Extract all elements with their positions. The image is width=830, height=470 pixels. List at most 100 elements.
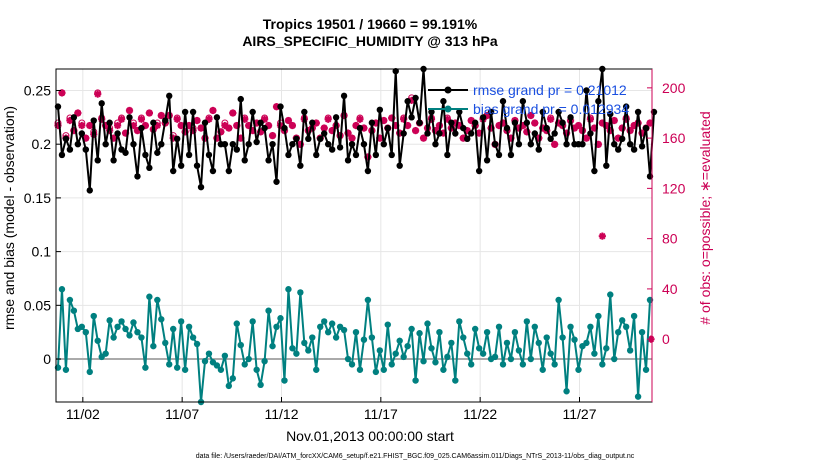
left-tick-label: 0.15 (24, 190, 51, 206)
data-point (412, 94, 419, 102)
data-point (622, 103, 630, 110)
data-point (281, 124, 288, 132)
left-tick-label: 0.2 (32, 136, 52, 152)
asterisk-stroke (352, 122, 360, 129)
data-point (66, 146, 74, 153)
data-point (444, 353, 451, 361)
data-point (499, 361, 507, 368)
data-point (372, 368, 380, 376)
asterisk-stroke (583, 134, 590, 142)
data-point (237, 341, 244, 349)
data-point (495, 323, 503, 331)
footer-data-file: data file: /Users/raeder/DAI/ATM_forcXX/… (196, 453, 635, 460)
data-point (587, 323, 594, 331)
data-point (150, 119, 157, 126)
data-point (66, 296, 74, 304)
obs-evaluated-marker (145, 109, 153, 117)
data-point (519, 361, 527, 368)
asterisk-stroke (209, 107, 217, 114)
asterisk-stroke (356, 116, 364, 123)
data-point (241, 361, 248, 368)
data-point (503, 339, 511, 347)
asterisk-stroke (348, 134, 356, 142)
data-point (388, 361, 395, 368)
asterisk-stroke (197, 124, 205, 132)
data-point (328, 146, 336, 153)
x-tick-label: 11/22 (463, 406, 497, 422)
asterisk-stroke (324, 116, 332, 123)
data-point (62, 366, 70, 373)
chart-subtitle: AIRS_SPECIFIC_HUMIDITY @ 313 hPa (242, 33, 498, 49)
data-point (205, 350, 213, 357)
data-point (356, 124, 364, 132)
obs-evaluated-marker (94, 90, 102, 98)
data-point (90, 312, 97, 320)
data-point (185, 323, 193, 331)
right-tick-label: 0 (662, 331, 670, 347)
data-point (317, 135, 324, 143)
data-point (86, 368, 93, 376)
data-point (464, 350, 471, 357)
data-point (70, 307, 78, 314)
data-point (515, 347, 523, 354)
data-point (551, 130, 558, 137)
asterisk-stroke (599, 232, 606, 240)
data-point (539, 108, 546, 116)
data-point (595, 312, 602, 320)
data-point (58, 151, 66, 159)
data-point (452, 130, 459, 137)
data-point (269, 140, 276, 148)
asterisk-stroke (78, 122, 86, 129)
data-point (527, 140, 535, 148)
x-tick-label: 11/07 (165, 406, 199, 422)
data-point (456, 108, 463, 116)
data-point (201, 119, 209, 126)
data-point (579, 140, 586, 148)
data-point (297, 289, 304, 296)
asterisk-stroke (269, 132, 276, 139)
asterisk-stroke (611, 117, 618, 124)
data-point (305, 347, 312, 354)
data-point (531, 323, 538, 331)
data-point (535, 146, 542, 153)
data-point (181, 108, 189, 116)
data-point (448, 119, 455, 126)
data-point (587, 130, 594, 137)
data-point (74, 140, 82, 148)
data-point (166, 361, 173, 368)
data-point (483, 157, 491, 164)
obs-evaluated-marker (288, 121, 297, 130)
obs-evaluated-marker (78, 121, 86, 130)
data-point (130, 319, 137, 326)
data-point (309, 119, 316, 126)
data-point (408, 325, 415, 333)
data-point (460, 334, 467, 341)
data-point (94, 157, 101, 164)
right-tick-label: 160 (662, 130, 686, 146)
data-point (138, 334, 145, 341)
asterisk-stroke (86, 122, 94, 129)
data-point (384, 124, 391, 132)
obs-evaluated-marker (411, 126, 420, 135)
data-point (380, 366, 387, 373)
obs-evaluated-marker (582, 134, 591, 142)
data-point (416, 330, 423, 337)
data-point (360, 336, 368, 343)
data-point (249, 108, 256, 116)
asterisk-stroke (221, 122, 229, 129)
data-point (491, 140, 499, 148)
obs-evaluated-marker (547, 115, 555, 123)
asterisk-stroke (229, 109, 237, 117)
data-point (225, 382, 233, 390)
data-point (138, 124, 145, 132)
data-point (507, 355, 515, 363)
data-point (611, 140, 618, 148)
data-point (189, 334, 197, 341)
data-point (436, 130, 443, 137)
data-point (321, 130, 328, 137)
right-tick-label: 120 (662, 180, 686, 196)
data-point (392, 67, 399, 75)
asterisk-stroke (531, 119, 539, 127)
asterisk-stroke (614, 134, 622, 142)
data-point (293, 350, 300, 357)
